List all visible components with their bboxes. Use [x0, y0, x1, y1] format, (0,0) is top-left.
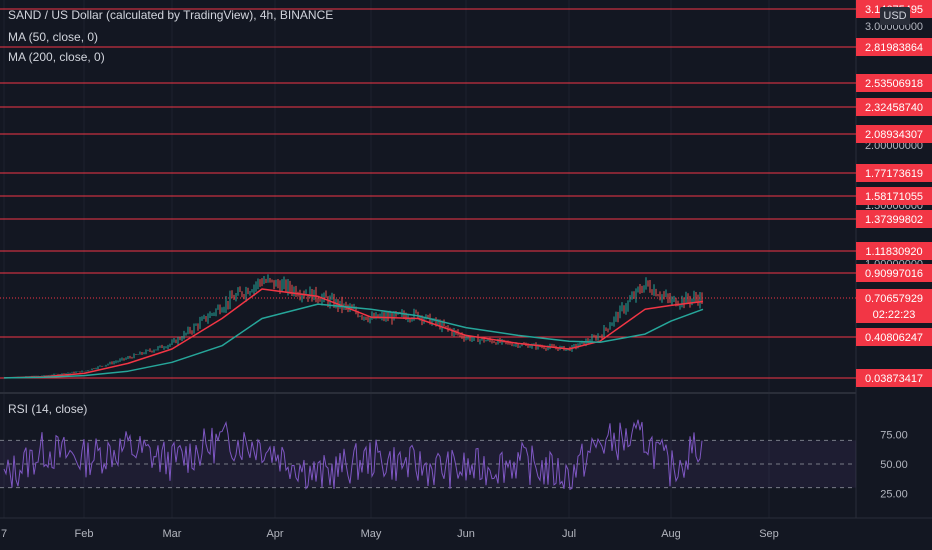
rsi-pane[interactable]: 75.00 50.00 25.00 — [0, 419, 908, 501]
ma50-legend[interactable]: MA (50, close, 0) — [8, 30, 99, 44]
ma50-line — [3, 288, 704, 379]
ma200-line — [3, 303, 704, 379]
level-price-labels: 3.146754952.819838642.535069182.32458740… — [856, 0, 932, 387]
last-price-label: 0.70657929 — [865, 293, 923, 305]
level-label: 1.58171055 — [865, 191, 923, 203]
moving-averages — [3, 288, 704, 379]
vertical-grid — [3, 0, 770, 518]
rsi-line — [3, 419, 703, 491]
level-label-bg — [856, 210, 932, 228]
horizontal-levels — [0, 8, 856, 379]
countdown-label: 02:22:23 — [873, 309, 916, 321]
symbol-legend[interactable]: SAND / US Dollar (calculated by TradingV… — [8, 8, 334, 22]
level-label-bg — [856, 74, 932, 92]
rsi-tick-label: 25.00 — [880, 489, 908, 501]
level-label-bg — [856, 264, 932, 282]
time-tick-label: Sep — [759, 528, 779, 540]
time-tick-label: Mar — [163, 528, 182, 540]
time-tick-label: Feb — [75, 528, 94, 540]
rsi-legend[interactable]: RSI (14, close) — [8, 402, 88, 416]
time-tick-label: Apr — [266, 528, 283, 540]
time-tick-label: 7 — [1, 528, 7, 540]
level-label: 2.81983864 — [865, 42, 923, 54]
time-tick-label: Jul — [562, 528, 576, 540]
level-label: 2.53506918 — [865, 78, 923, 90]
level-label-bg — [856, 125, 932, 143]
last-price-label-bg — [856, 289, 932, 323]
level-label-bg — [856, 328, 932, 346]
rsi-tick-label: 50.00 — [880, 459, 908, 471]
level-label-bg — [856, 98, 932, 116]
level-label: 1.37399802 — [865, 214, 923, 226]
level-label-bg — [856, 164, 932, 182]
last-price-marker: 0.70657929 02:22:23 — [0, 289, 932, 323]
level-label: 0.90997016 — [865, 268, 923, 280]
rsi-tick-label: 75.00 — [880, 430, 908, 442]
level-label: 2.32458740 — [865, 102, 923, 114]
level-label: 0.03873417 — [865, 373, 923, 385]
level-label: 1.77173619 — [865, 168, 923, 180]
price-tick-label: 3.00000000 — [865, 21, 923, 33]
time-axis-ticks[interactable]: 7 Feb Mar Apr May Jun Jul Aug Sep — [1, 528, 779, 540]
time-tick-label: Aug — [661, 528, 681, 540]
time-tick-label: May — [361, 528, 382, 540]
level-label-bg — [856, 38, 932, 56]
level-label-bg — [856, 242, 932, 260]
ma200-legend[interactable]: MA (200, close, 0) — [8, 50, 105, 64]
currency-badge[interactable]: USD — [880, 7, 910, 25]
time-tick-label: Jun — [457, 528, 475, 540]
level-label: 0.40806247 — [865, 332, 923, 344]
level-label: 1.11830920 — [865, 246, 922, 258]
level-label-bg — [856, 187, 932, 205]
level-label-bg — [856, 369, 932, 387]
level-label: 2.08934307 — [865, 129, 923, 141]
